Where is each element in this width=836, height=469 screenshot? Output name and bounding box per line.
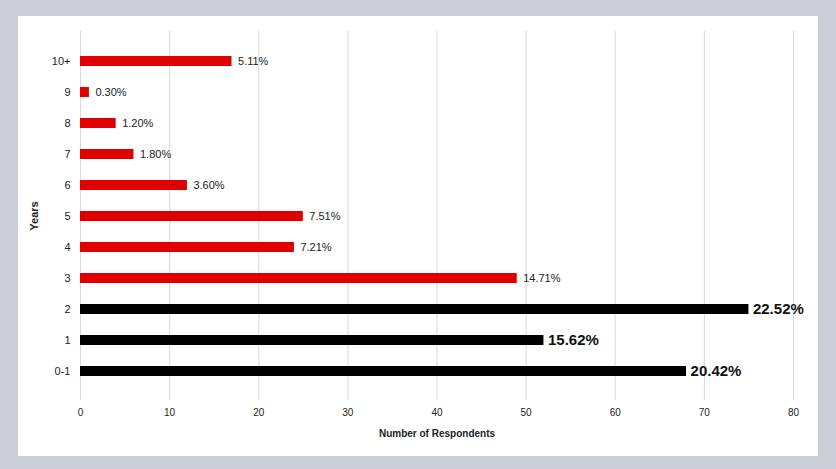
svg-text:1.20%: 1.20% <box>122 117 153 129</box>
svg-text:40: 40 <box>431 407 443 418</box>
svg-text:1.80%: 1.80% <box>140 148 171 160</box>
svg-text:4: 4 <box>64 241 70 253</box>
svg-text:5.11%: 5.11% <box>238 55 269 67</box>
svg-text:5: 5 <box>64 210 70 222</box>
svg-text:6: 6 <box>64 179 70 191</box>
svg-text:60: 60 <box>610 407 622 418</box>
svg-text:3: 3 <box>64 272 70 284</box>
svg-text:8: 8 <box>64 117 70 129</box>
svg-text:7.51%: 7.51% <box>309 210 340 222</box>
svg-text:22.52%: 22.52% <box>753 300 804 317</box>
svg-text:20.42%: 20.42% <box>691 362 742 379</box>
svg-text:10+: 10+ <box>52 55 71 67</box>
svg-text:80: 80 <box>788 407 800 418</box>
svg-text:7.21%: 7.21% <box>300 241 331 253</box>
svg-text:0-1: 0-1 <box>55 365 71 377</box>
svg-text:3.60%: 3.60% <box>193 179 224 191</box>
svg-text:Years: Years <box>28 201 40 230</box>
svg-text:14.71%: 14.71% <box>523 272 561 284</box>
svg-text:50: 50 <box>521 407 533 418</box>
svg-text:Number of Respondents: Number of Respondents <box>379 428 496 439</box>
svg-text:30: 30 <box>342 407 354 418</box>
svg-text:70: 70 <box>699 407 711 418</box>
svg-text:15.62%: 15.62% <box>548 331 599 348</box>
svg-text:9: 9 <box>64 86 70 98</box>
svg-text:2: 2 <box>64 303 70 315</box>
svg-text:1: 1 <box>64 334 70 346</box>
svg-text:0: 0 <box>78 407 84 418</box>
svg-text:7: 7 <box>64 148 70 160</box>
svg-text:20: 20 <box>253 407 265 418</box>
svg-text:0.30%: 0.30% <box>95 86 126 98</box>
svg-text:10: 10 <box>164 407 176 418</box>
